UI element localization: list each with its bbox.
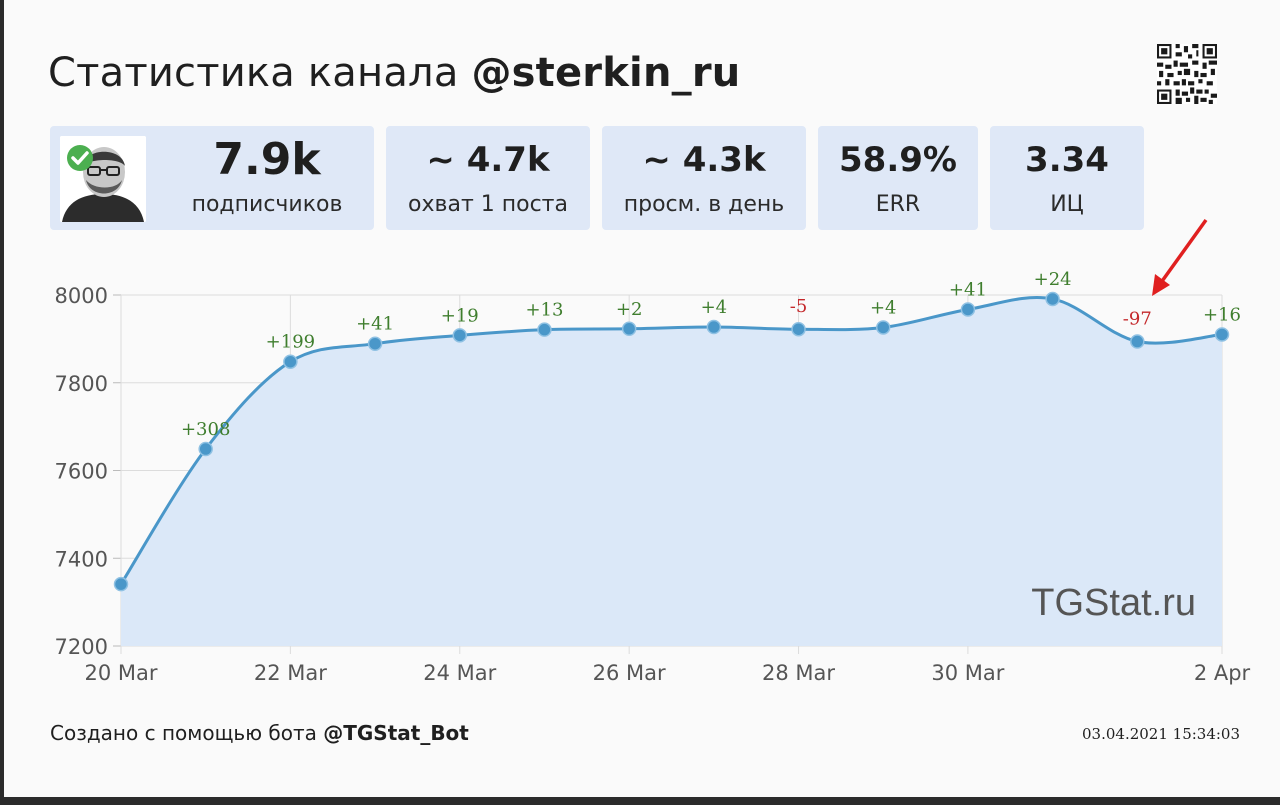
data-point xyxy=(1130,334,1145,349)
x-tick-label: 22 Mar xyxy=(254,661,327,685)
stat-daily-views: ~ 4.3k просм. в день xyxy=(602,126,806,230)
data-point xyxy=(791,321,806,337)
stat-label: ИЦ xyxy=(1050,192,1084,217)
data-label: +308 xyxy=(181,419,230,440)
stat-value: 58.9% xyxy=(839,140,957,180)
data-point xyxy=(198,441,213,457)
avatar xyxy=(60,136,146,222)
footer-credit: Создано с помощью бота @TGStat_Bot xyxy=(50,721,469,745)
data-label: +2 xyxy=(616,299,643,320)
stat-label: подписчиков xyxy=(191,192,343,217)
x-tick-label: 20 Mar xyxy=(84,661,157,685)
footer-timestamp: 03.04.2021 15:34:03 xyxy=(1082,725,1241,743)
data-point xyxy=(452,328,468,343)
x-tick-label: 2 Apr xyxy=(1194,661,1251,685)
red-arrow-icon xyxy=(1152,218,1208,296)
footer-bot-link[interactable]: @TGStat_Bot xyxy=(323,721,469,745)
data-label: +24 xyxy=(1034,269,1072,290)
stat-value: 3.34 xyxy=(1025,140,1109,180)
data-point xyxy=(706,319,722,335)
window-frame-left xyxy=(0,0,4,805)
title-prefix: Статистика канала xyxy=(48,50,459,96)
data-label: +41 xyxy=(356,314,394,335)
qr-code-icon xyxy=(1157,44,1217,104)
x-tick-label: 24 Mar xyxy=(423,661,496,685)
data-point xyxy=(1214,327,1230,342)
x-tick-label: 28 Mar xyxy=(762,661,835,685)
data-point xyxy=(113,576,129,592)
series-line xyxy=(119,296,1223,585)
stat-value: ~ 4.3k xyxy=(642,140,766,180)
data-point xyxy=(283,354,298,369)
window-frame-bottom xyxy=(0,797,1280,805)
y-tick-label: 7800 xyxy=(55,372,108,396)
stat-citation-index: 3.34 ИЦ xyxy=(990,126,1144,230)
stat-value: 7.9k xyxy=(213,134,321,185)
stat-label: просм. в день xyxy=(623,192,785,217)
data-label: +4 xyxy=(701,297,728,318)
data-label: +16 xyxy=(1203,304,1241,325)
data-label: +41 xyxy=(949,279,987,300)
area-fill xyxy=(121,297,1222,646)
data-label: -5 xyxy=(790,296,808,317)
page-title: Статистика канала @sterkin_ru xyxy=(48,50,740,96)
stat-value: ~ 4.7k xyxy=(426,140,550,180)
data-point xyxy=(1045,291,1060,307)
watermark: TGStat.ru xyxy=(1031,582,1196,624)
x-tick-label: 30 Mar xyxy=(931,661,1004,685)
data-label: -97 xyxy=(1123,309,1152,330)
avatar-portrait-icon xyxy=(60,136,146,222)
data-label: +199 xyxy=(266,332,315,353)
data-label: +13 xyxy=(525,300,563,321)
y-tick-label: 8000 xyxy=(55,284,108,308)
y-tick-label: 7600 xyxy=(55,460,108,484)
data-point xyxy=(960,302,976,317)
y-tick-label: 7400 xyxy=(55,547,108,571)
data-point xyxy=(367,336,383,351)
stat-reach: ~ 4.7k охват 1 поста xyxy=(386,126,590,230)
stat-label: ERR xyxy=(875,192,921,217)
channel-name: @sterkin_ru xyxy=(471,50,741,96)
y-tick-label: 7200 xyxy=(55,635,108,659)
stat-subscribers: 7.9k подписчиков xyxy=(50,126,374,230)
stat-label: охват 1 поста xyxy=(408,192,568,217)
data-label: +19 xyxy=(441,305,479,326)
data-point xyxy=(537,322,552,337)
data-point xyxy=(875,320,891,335)
data-label: +4 xyxy=(870,297,897,318)
data-point xyxy=(621,321,637,337)
stat-err: 58.9% ERR xyxy=(818,126,978,230)
footer-created-text: Создано с помощью бота xyxy=(50,721,317,745)
x-tick-label: 26 Mar xyxy=(593,661,666,685)
